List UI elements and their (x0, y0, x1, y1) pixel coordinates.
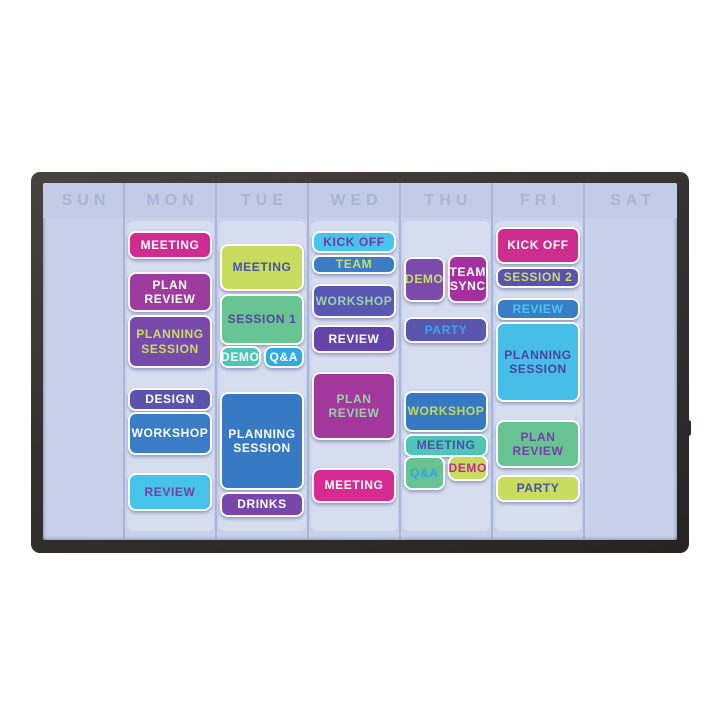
day-header-label: TUE (241, 191, 288, 209)
event-label: WORKSHOP (407, 404, 485, 419)
event-planning-session[interactable]: PLANNING SESSION (128, 315, 212, 368)
event-label: KICK OFF (507, 238, 569, 253)
event-label: DEMO (221, 349, 260, 364)
event-label: PLAN REVIEW (328, 391, 380, 420)
event-label: PARTY (516, 481, 560, 496)
event-review[interactable]: REVIEW (312, 325, 396, 353)
day-header-label: FRI (520, 191, 561, 209)
event-plan-review[interactable]: PLAN REVIEW (312, 372, 396, 440)
event-label: DRINKS (237, 497, 287, 512)
event-label: Q&A (269, 349, 298, 364)
event-team[interactable]: TEAM (312, 255, 396, 274)
event-label: SESSION 2 (503, 270, 573, 285)
event-label: MEETING (324, 478, 384, 493)
event-label: MEETING (140, 237, 200, 252)
event-label: PLANNING SESSION (228, 426, 296, 455)
day-header-label: THU (424, 191, 473, 209)
event-label: DEMO (405, 272, 444, 287)
event-label: TEAM SYNC (449, 264, 486, 293)
event-label: DEMO (448, 460, 487, 475)
day-header-wed: WED (308, 183, 400, 218)
event-workshop[interactable]: WORKSHOP (128, 412, 212, 455)
column-divider (491, 183, 493, 540)
column-divider (307, 183, 309, 540)
event-session-2[interactable]: SESSION 2 (496, 267, 580, 288)
column-divider (583, 183, 585, 540)
event-label: REVIEW (144, 484, 196, 499)
event-label: PARTY (424, 322, 468, 337)
event-q-a[interactable]: Q&A (404, 456, 445, 490)
day-header-sun: SUN (43, 183, 124, 218)
event-label: PLAN REVIEW (512, 429, 564, 458)
day-header-sat: SAT (584, 183, 677, 218)
day-header-mon: MON (124, 183, 216, 218)
event-label: DESIGN (145, 392, 195, 407)
event-label: MEETING (416, 438, 476, 453)
day-header-tue: TUE (216, 183, 308, 218)
event-label: WORKSHOP (131, 426, 209, 441)
event-label: PLAN REVIEW (144, 277, 196, 306)
event-session-1[interactable]: SESSION 1 (220, 294, 304, 345)
event-label: SESSION 1 (227, 312, 297, 327)
event-label: REVIEW (328, 331, 380, 346)
event-meeting[interactable]: MEETING (404, 434, 488, 457)
event-review[interactable]: REVIEW (128, 473, 212, 511)
column-divider (215, 183, 217, 540)
event-workshop[interactable]: WORKSHOP (312, 284, 396, 318)
event-party[interactable]: PARTY (404, 317, 488, 343)
day-header-thu: THU (400, 183, 492, 218)
power-button[interactable] (686, 420, 691, 436)
event-label: KICK OFF (323, 234, 385, 249)
event-label: Q&A (410, 465, 439, 480)
event-demo[interactable]: DEMO (447, 455, 488, 481)
column-divider (399, 183, 401, 540)
event-demo[interactable]: DEMO (220, 346, 261, 368)
event-drinks[interactable]: DRINKS (220, 492, 304, 517)
event-q-a[interactable]: Q&A (263, 346, 304, 368)
event-party[interactable]: PARTY (496, 475, 580, 502)
event-plan-review[interactable]: PLAN REVIEW (128, 272, 212, 312)
monitor-bezel: SUN MON MEETING PLAN REVIEW PLANNING SESSION… (31, 172, 691, 553)
event-demo[interactable]: DEMO (404, 257, 445, 302)
event-label: WORKSHOP (315, 293, 393, 308)
column-divider (123, 183, 125, 540)
event-planning-session[interactable]: PLANNING SESSION (496, 322, 580, 402)
calendar-header-band (43, 183, 677, 218)
event-workshop[interactable]: WORKSHOP (404, 391, 488, 432)
event-plan-review[interactable]: PLAN REVIEW (496, 420, 580, 468)
event-meeting[interactable]: MEETING (312, 468, 396, 503)
event-label: PLANNING SESSION (504, 347, 572, 376)
event-meeting[interactable]: MEETING (128, 231, 212, 259)
event-label: REVIEW (512, 301, 564, 316)
day-header-label: SUN (61, 191, 111, 209)
day-header-fri: FRI (492, 183, 584, 218)
event-meeting[interactable]: MEETING (220, 244, 304, 291)
day-header-label: WED (330, 191, 383, 209)
event-label: PLANNING SESSION (136, 327, 204, 356)
event-kick-off[interactable]: KICK OFF (496, 227, 580, 264)
event-review[interactable]: REVIEW (496, 298, 580, 320)
calendar-screen: SUN MON MEETING PLAN REVIEW PLANNING SESSION… (43, 183, 677, 540)
event-kick-off[interactable]: KICK OFF (312, 231, 396, 253)
event-team-sync[interactable]: TEAM SYNC (447, 255, 488, 303)
event-planning-session[interactable]: PLANNING SESSION (220, 392, 304, 490)
day-header-label: SAT (610, 191, 656, 209)
event-design[interactable]: DESIGN (128, 388, 212, 411)
day-header-label: MON (146, 191, 199, 209)
event-label: TEAM (335, 257, 373, 272)
event-label: MEETING (232, 260, 292, 275)
